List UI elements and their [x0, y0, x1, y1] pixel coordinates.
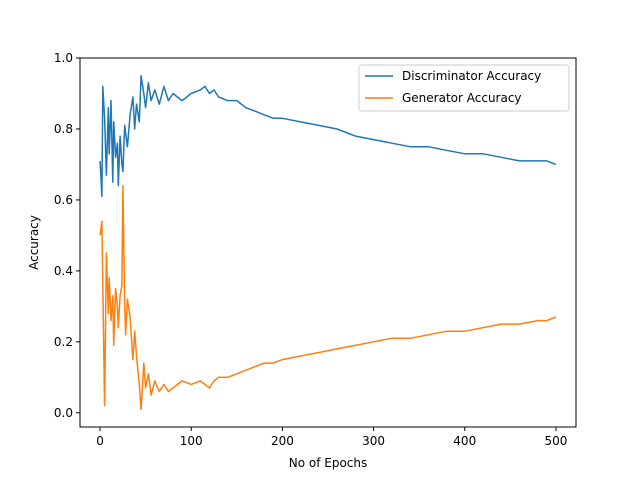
x-tick-label: 100 — [180, 434, 203, 448]
legend: Discriminator Accuracy Generator Accuracy — [358, 64, 570, 112]
y-tick-label: 0.6 — [54, 193, 73, 207]
legend-label: Discriminator Accuracy — [402, 69, 541, 83]
legend-box — [358, 64, 570, 112]
plot-area-frame — [79, 57, 577, 428]
series-layer — [99, 74, 557, 411]
y-tick-label: 0.8 — [54, 122, 73, 136]
series-line-discriminator — [99, 74, 557, 198]
x-tick-label: 0 — [96, 434, 104, 448]
series-line-generator — [99, 184, 557, 411]
x-axis-label: No of Epochs — [289, 456, 368, 470]
x-axis-ticks: 0 100 200 300 400 500 — [96, 427, 567, 448]
y-tick-label: 0.2 — [54, 335, 73, 349]
y-tick-label: 0.4 — [54, 264, 73, 278]
x-tick-label: 300 — [362, 434, 385, 448]
x-tick-label: 200 — [271, 434, 294, 448]
y-axis-ticks: 0.0 0.2 0.4 0.6 0.8 1.0 — [54, 51, 80, 420]
y-tick-label: 0.0 — [54, 406, 73, 420]
y-axis-label: Accuracy — [27, 215, 41, 270]
x-tick-label: 500 — [544, 434, 567, 448]
x-tick-label: 400 — [453, 434, 476, 448]
y-tick-label: 1.0 — [54, 51, 73, 65]
legend-label: Generator Accuracy — [402, 91, 522, 105]
